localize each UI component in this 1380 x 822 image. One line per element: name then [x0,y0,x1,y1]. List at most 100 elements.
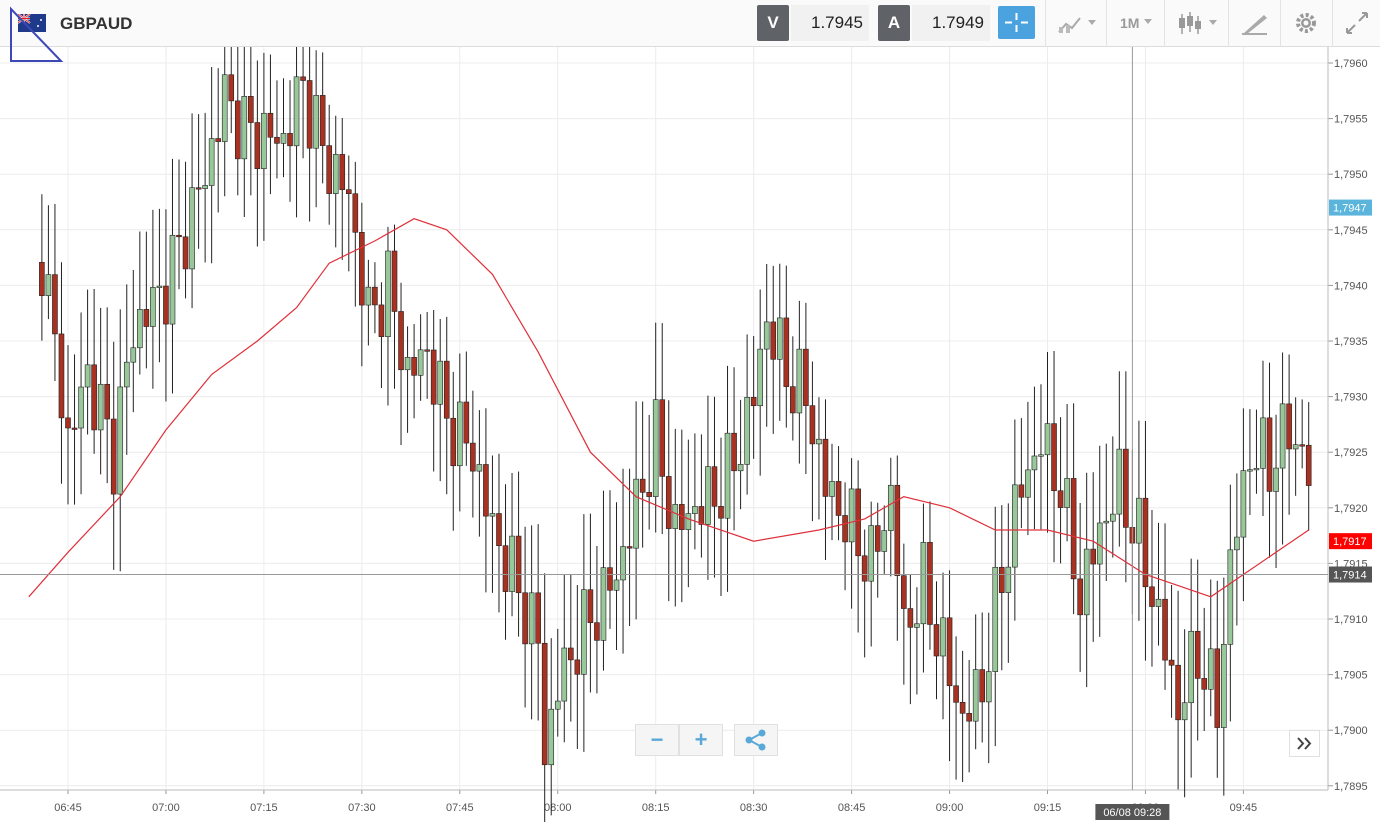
candle-up [1038,454,1044,457]
candle-down [463,401,470,444]
candle-up [1103,520,1110,524]
candle-up [221,74,228,142]
candle-up [150,287,156,327]
chevron-down-icon [1144,19,1152,24]
share-button[interactable] [734,724,778,756]
candle-down [163,285,169,325]
candle-down [894,484,901,576]
candle-down [228,74,235,102]
crosshair-price-label: 1,7914 [1333,570,1367,582]
candle-down [352,193,359,233]
candle-up [189,187,195,270]
timeframe-label: 1M [1120,15,1140,31]
candle-down [855,488,861,557]
candle-down [626,546,633,549]
candle-up [672,504,679,529]
candle-up [1221,643,1227,728]
candle-down [783,317,790,387]
candle-down [215,138,221,142]
candle-up [385,250,391,338]
candle-down [874,525,881,552]
candle-down [1162,598,1168,661]
candlestick-icon [1179,12,1217,34]
y-tick-label: 1,7935 [1334,336,1368,348]
drawing-tools-button[interactable] [1228,0,1280,47]
candle-up [476,464,483,472]
candle-up [796,348,803,414]
last-price-label: 1,7917 [1333,536,1367,548]
buy-label: A [878,5,910,41]
candle-down [496,513,502,546]
candle-up [313,95,319,149]
zoom-in-button[interactable]: + [679,724,723,756]
candle-up [685,513,692,530]
candle-down [953,685,959,703]
candle-up [130,347,137,363]
y-tick-label: 1,7920 [1334,503,1368,515]
expand-button[interactable] [1332,0,1380,47]
scroll-to-latest-button[interactable] [1289,730,1320,757]
zoom-out-button[interactable]: − [635,724,679,756]
candle-up [1116,448,1123,515]
y-tick-label: 1,7930 [1334,392,1368,404]
candle-down [248,96,254,123]
candle-up [456,401,463,467]
candle-down [946,617,953,687]
last-price-label-bg [1329,533,1372,550]
crosshair-button[interactable] [998,6,1035,39]
x-tick-label: 07:15 [250,802,278,814]
candle-down [424,349,430,352]
candle-up [816,438,822,445]
candle-down [998,566,1005,593]
candle-down [790,386,796,414]
candle-down [306,80,313,149]
candle-up [620,546,626,581]
x-tick-label: 09:00 [936,802,964,814]
candle-up [156,285,163,288]
y-tick-label: 1,7940 [1334,280,1368,292]
candle-down [1070,478,1077,580]
candle-up [241,96,248,160]
chart-type-button[interactable] [1164,0,1228,47]
candle-down [267,112,274,138]
candle-down [176,234,182,238]
candle-up [920,542,927,625]
candle-down [1123,448,1129,528]
indicators-button[interactable] [1045,0,1106,47]
candle-down [71,427,78,430]
candle-down [1201,678,1208,690]
candle-up [1292,444,1299,450]
candle-down [450,417,457,467]
candle-down [594,622,600,641]
candle-down [104,383,110,420]
candle-up [1096,522,1103,565]
candle-up [45,274,52,297]
price-chart[interactable]: 1,7960 1,7955 1,7950 1,7945 1,7940 1,7935 1,79… [0,47,1380,822]
candle-down [568,647,574,661]
candle-down [430,349,437,405]
timeframe-button[interactable]: 1M [1106,0,1164,47]
candle-up [1240,470,1247,538]
candle-down [1057,490,1064,508]
candle-down [52,274,58,335]
candle-down [65,417,71,429]
candle-down [1266,417,1273,492]
candle-up [332,154,339,194]
candle-up [117,386,124,495]
candle-down [574,659,581,675]
candle-down [1299,444,1305,447]
candle-down [515,535,522,594]
gb-au-flag-icon [18,14,46,32]
settings-button[interactable] [1280,0,1332,47]
candle-up [1279,403,1286,469]
candle-up [1260,417,1266,469]
candle-down [966,712,972,722]
chart-toolbar: GBPAUD V 1.7945 A 1.7949 1M [0,0,1380,62]
y-tick-label: 1,7955 [1334,114,1368,126]
candle-up [1064,478,1070,508]
candle-up [509,535,515,592]
crosshair-price-label-bg [1329,566,1372,583]
candle-up [169,234,176,325]
candle-down [287,133,293,147]
candle-up [1005,566,1012,593]
